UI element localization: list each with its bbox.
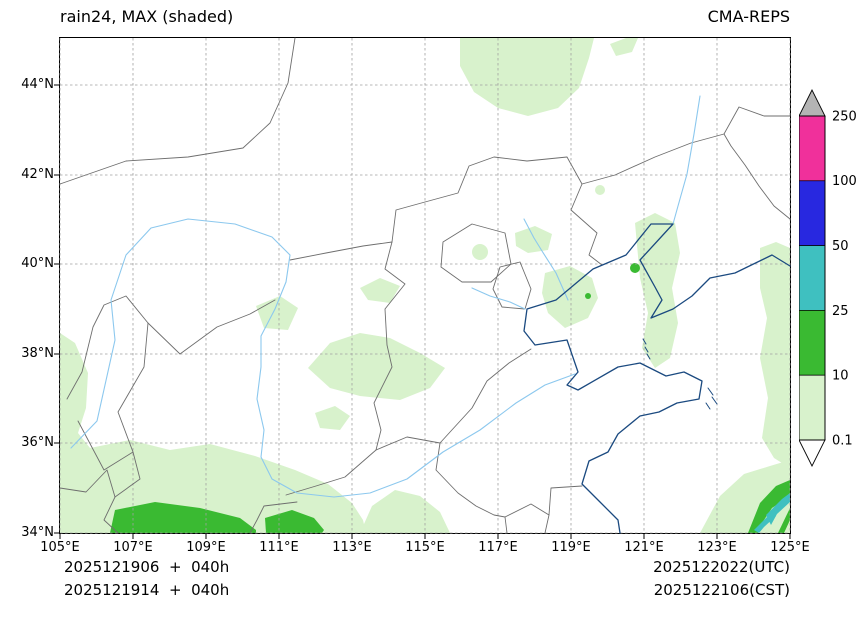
- colorbar-segment: [799, 245, 826, 311]
- province-border: [289, 241, 393, 261]
- precip-patch: [360, 278, 400, 303]
- y-tick-label: 42°N: [21, 167, 54, 182]
- x-tick-label: 115°E: [405, 540, 445, 555]
- precip-patch: [610, 38, 638, 56]
- x-tick-label: 111°E: [259, 540, 299, 555]
- precip-patch: [460, 38, 594, 116]
- precip-patch: [754, 510, 776, 533]
- x-tick-label: 109°E: [186, 540, 226, 555]
- colorbar-tick-label: 10: [832, 369, 849, 384]
- river: [471, 287, 526, 310]
- province-border: [147, 299, 276, 355]
- x-tick-label: 119°E: [551, 540, 591, 555]
- province-border: [114, 451, 141, 498]
- province-border: [59, 37, 296, 185]
- precip-patch: [748, 480, 790, 533]
- precip-patch: [265, 510, 324, 533]
- gridline-vertical: [59, 38, 791, 533]
- x-ticks: [59, 533, 791, 539]
- province-border: [581, 106, 791, 185]
- precip-patch: [308, 333, 445, 400]
- x-tick-label: 113°E: [332, 540, 372, 555]
- province-borders: [59, 37, 791, 534]
- axis-ticks: [54, 84, 791, 539]
- y-tick-label: 34°N: [21, 525, 54, 540]
- y-tick-label: 38°N: [21, 346, 54, 361]
- colorbar: 250 100 50 25 10 0.1: [799, 88, 857, 468]
- precip-patch: [256, 296, 298, 330]
- province-border: [504, 485, 583, 518]
- map-canvas: [54, 37, 791, 539]
- province-border: [570, 183, 603, 266]
- precip-patch: [778, 508, 790, 533]
- init-time-cst: 2025121914 + 040h: [64, 581, 230, 599]
- coastline-path: [523, 223, 791, 534]
- x-tick-label: 125°E: [770, 540, 810, 555]
- colorbar-segment: [799, 115, 826, 182]
- province-border: [544, 514, 550, 534]
- map-area: [54, 37, 791, 539]
- precip-patch: [542, 266, 598, 328]
- province-border: [504, 516, 508, 534]
- colorbar-tick-label: 100: [832, 174, 857, 189]
- colorbar-under-arrow: [799, 439, 826, 468]
- colorbar-segment: [799, 180, 826, 246]
- x-tick-label: 123°E: [697, 540, 737, 555]
- province-border: [391, 156, 583, 243]
- page-title: rain24, MAX (shaded): [60, 7, 234, 26]
- colorbar-segment: [799, 374, 826, 441]
- yellow-river: [70, 218, 576, 498]
- colorbar-tick-label: 25: [832, 304, 849, 319]
- init-time-utc: 2025121906 + 040h: [64, 558, 230, 576]
- colorbar-tick-label: 50: [832, 239, 849, 254]
- precip-moderate-layer: [110, 263, 790, 533]
- x-tick-label: 105°E: [40, 540, 80, 555]
- x-tick-label: 107°E: [113, 540, 153, 555]
- precip-patch: [360, 490, 450, 533]
- y-tick-label: 44°N: [21, 77, 54, 92]
- province-border: [492, 261, 532, 310]
- y-tick-label: 40°N: [21, 256, 54, 271]
- province-border: [723, 133, 791, 220]
- colorbar-over-arrow: [799, 88, 826, 117]
- precip-patch: [110, 502, 256, 533]
- gridlines: [59, 38, 791, 534]
- precip-patch: [472, 244, 488, 260]
- precip-patch: [595, 185, 605, 195]
- colorbar-tick-label: 0.1: [832, 434, 853, 449]
- precip-patch: [315, 406, 350, 430]
- x-tick-label: 121°E: [624, 540, 664, 555]
- colorbar-segment: [799, 310, 826, 376]
- province-border: [249, 501, 298, 534]
- valid-time-utc: 2025122022(UTC): [653, 558, 790, 576]
- province-border: [59, 469, 119, 534]
- precip-patch: [515, 226, 552, 253]
- province-border: [439, 348, 532, 444]
- river: [672, 95, 701, 225]
- colorbar-outline: [799, 115, 826, 441]
- province-border: [285, 449, 377, 496]
- x-tick-label: 117°E: [478, 540, 518, 555]
- precip-patch: [760, 242, 790, 468]
- gridline-horizontal: [60, 84, 790, 534]
- province-border: [440, 223, 512, 283]
- coastline: [523, 223, 791, 534]
- precip-heavy-layer: [754, 493, 790, 533]
- colorbar-tick-label: 250: [832, 110, 857, 125]
- y-ticks: [54, 84, 60, 534]
- province-border: [375, 436, 441, 451]
- model-name: CMA-REPS: [707, 7, 790, 26]
- islands: [642, 338, 718, 410]
- precip-light-layer: [60, 38, 790, 533]
- valid-time-cst: 2025122106(CST): [653, 581, 790, 599]
- province-border: [435, 442, 506, 518]
- province-border: [373, 241, 406, 451]
- precip-patch: [60, 333, 366, 533]
- precip-patch: [585, 293, 591, 299]
- precip-patch: [630, 263, 640, 273]
- y-tick-label: 36°N: [21, 435, 54, 450]
